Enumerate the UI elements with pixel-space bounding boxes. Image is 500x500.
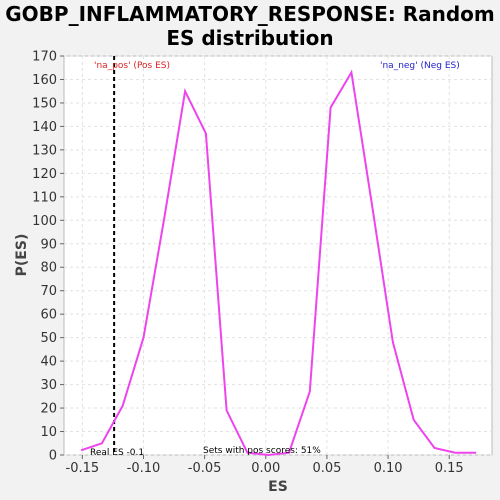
y-tick-label: 40	[40, 355, 57, 370]
y-tick-label: 50	[40, 331, 57, 346]
y-tick-label: 70	[40, 284, 57, 299]
x-tick-label: 0.15	[435, 461, 464, 476]
y-tick-label: 160	[32, 73, 57, 88]
y-tick-label: 10	[40, 425, 57, 440]
y-tick-label: 120	[32, 167, 57, 182]
x-axis-label: ES	[268, 479, 288, 495]
y-tick-label: 90	[40, 237, 57, 252]
x-tick-label: 0.05	[312, 461, 341, 476]
y-tick-label: 110	[32, 190, 57, 205]
real-es-label: Real ES -0.1	[90, 448, 144, 458]
x-tick-label: -0.05	[188, 461, 222, 476]
y-tick-label: 80	[40, 261, 57, 276]
y-axis-ticks: 0 10 20 30 40 50 60 70 80 90 100 110 120 130 140 150 160…	[32, 50, 64, 464]
pos-es-label: 'na_pos' (Pos ES)	[94, 61, 170, 71]
y-tick-label: 150	[32, 96, 57, 111]
y-tick-label: 60	[40, 308, 57, 323]
neg-es-label: 'na_neg' (Neg ES)	[380, 61, 460, 71]
y-tick-label: 30	[40, 378, 57, 393]
y-tick-label: 0	[49, 449, 57, 464]
y-tick-label: 170	[32, 50, 57, 65]
plot-area	[64, 56, 492, 455]
y-tick-label: 130	[32, 143, 57, 158]
y-tick-label: 140	[32, 120, 57, 135]
x-axis-ticks: -0.15 -0.10 -0.05 0.00 0.05 0.10 0.15	[66, 455, 464, 476]
x-tick-label: -0.15	[66, 461, 100, 476]
y-tick-label: 20	[40, 402, 57, 417]
y-tick-label: 100	[32, 214, 57, 229]
pos-scores-label: Sets with pos scores: 51%	[203, 446, 321, 456]
y-axis-label: P(ES)	[14, 234, 30, 277]
x-tick-label: 0.10	[374, 461, 403, 476]
x-tick-label: -0.10	[127, 461, 161, 476]
x-tick-label: 0.00	[251, 461, 280, 476]
